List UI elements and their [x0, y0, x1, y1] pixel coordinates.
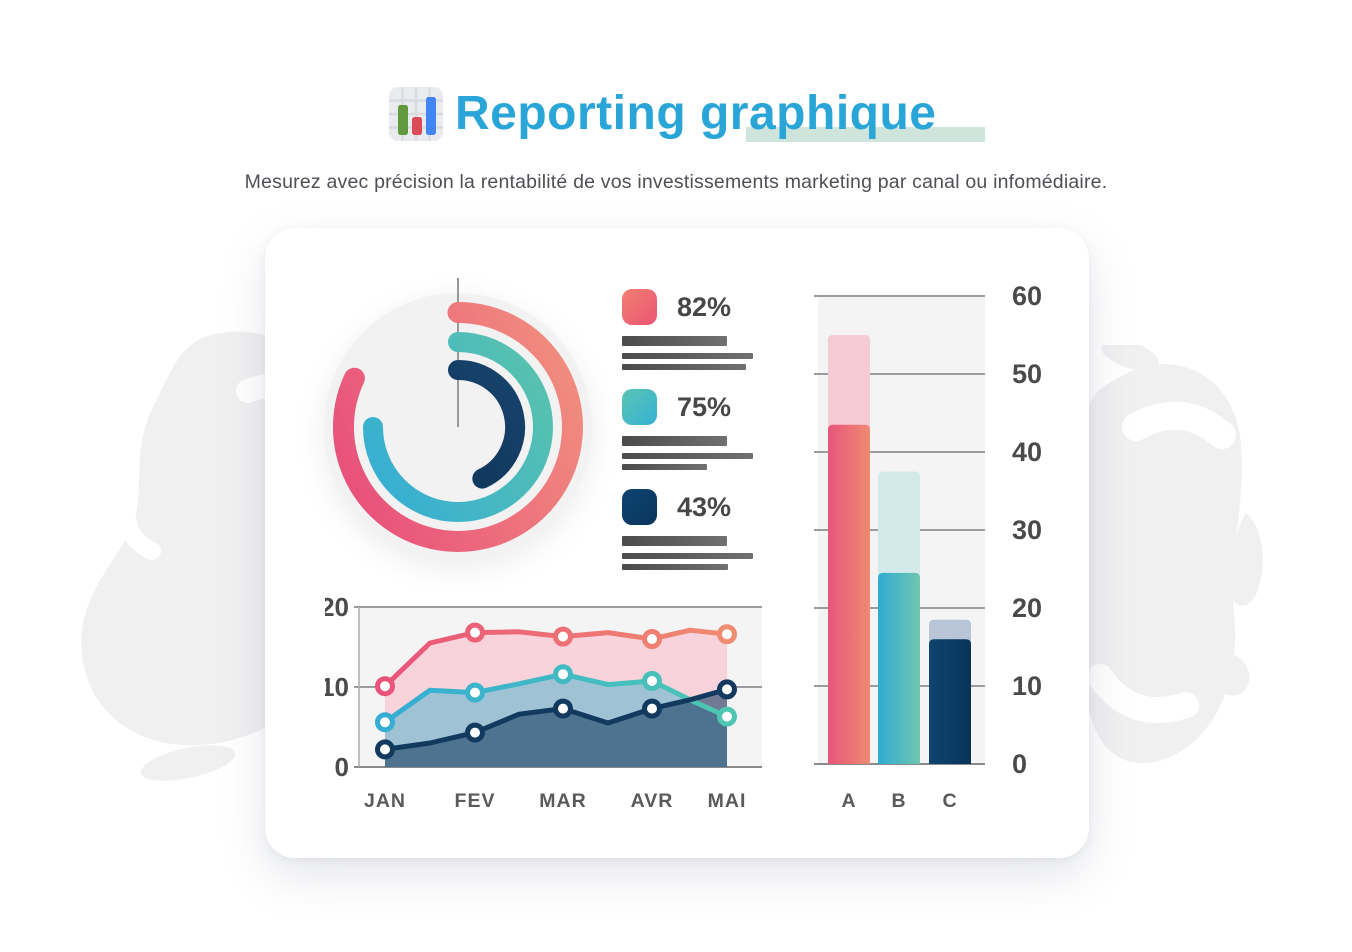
- page-subtitle: Mesurez avec précision la rentabilité de…: [244, 171, 1108, 193]
- decorative-blob-right: [1085, 345, 1263, 764]
- bar-C-value: [929, 639, 971, 764]
- skeleton-line: [622, 564, 728, 570]
- marker-navy-JAN: [375, 739, 395, 760]
- marker-rose-MAI: [717, 624, 737, 645]
- legend-value: 75%: [677, 391, 732, 422]
- donut-ring-82%: [333, 302, 583, 552]
- skeleton-text-lines: [622, 436, 772, 470]
- legend-value: 82%: [677, 291, 732, 322]
- donut-ring-43%: [448, 359, 526, 489]
- bar-B-value: [878, 572, 920, 764]
- legend-swatch-teal: [622, 389, 657, 425]
- svg-text:A: A: [841, 790, 856, 812]
- svg-text:C: C: [942, 790, 957, 812]
- marker-navy-FEV: [465, 722, 485, 743]
- skeleton-line: [622, 353, 753, 359]
- svg-text:0: 0: [335, 752, 349, 782]
- svg-text:0: 0: [1012, 749, 1027, 779]
- marker-teal-JAN: [375, 712, 395, 733]
- marker-rose-AVR: [642, 629, 662, 649]
- marker-teal-MAR: [553, 664, 573, 685]
- marker-rose-MAR: [553, 626, 573, 647]
- marker-teal-MAI: [717, 706, 737, 727]
- skeleton-line: [622, 453, 753, 459]
- skeleton-line: [622, 536, 727, 546]
- skeleton-text-lines: [622, 536, 772, 570]
- category-bar-chart: 0 10 20 30 40 50 60 A B C: [814, 281, 1042, 812]
- radial-progress-chart: [324, 278, 592, 561]
- svg-text:FEV: FEV: [455, 790, 496, 812]
- marker-rose-JAN: [375, 676, 395, 697]
- svg-text:MAI: MAI: [708, 790, 747, 812]
- svg-text:AVR: AVR: [631, 790, 674, 812]
- skeleton-line: [622, 553, 753, 559]
- legend-value: 43%: [677, 491, 732, 522]
- legend-item-43: 43%: [622, 486, 772, 570]
- svg-text:20: 20: [1012, 593, 1042, 623]
- title-highlight: [746, 127, 985, 142]
- skeleton-text-lines: [622, 336, 772, 370]
- skeleton-line: [622, 436, 727, 446]
- svg-text:60: 60: [1012, 281, 1042, 311]
- skeleton-line: [622, 364, 746, 370]
- donut-legend: 82% 75% 43%: [622, 286, 772, 586]
- legend-swatch-navy: [622, 489, 657, 525]
- svg-text:MAR: MAR: [539, 790, 586, 812]
- legend-item-82: 82%: [622, 286, 772, 370]
- marker-rose-FEV: [465, 622, 485, 643]
- bar-A-value: [828, 424, 870, 764]
- monthly-area-chart: 20 10 0 JAN FEV MAR AVR MAI: [325, 592, 762, 812]
- marker-teal-FEV: [465, 682, 485, 703]
- svg-text:10: 10: [325, 672, 349, 702]
- page-title: Reporting graphique: [455, 87, 937, 140]
- marker-teal-AVR: [642, 671, 662, 691]
- marker-navy-AVR: [642, 698, 662, 719]
- svg-text:10: 10: [1012, 671, 1042, 701]
- charts-card: 82% 75% 43% 20 10 0 JAN FEV MAR AVR MAI 0 10: [265, 228, 1089, 858]
- legend-item-75: 75%: [622, 386, 772, 470]
- marker-navy-MAR: [553, 698, 573, 719]
- svg-text:20: 20: [325, 592, 349, 622]
- svg-text:B: B: [891, 790, 906, 812]
- skeleton-line: [622, 336, 727, 346]
- skeleton-line: [622, 464, 707, 470]
- legend-swatch-rose: [622, 289, 657, 325]
- bar-chart-icon: [389, 87, 443, 141]
- area-fill-navy: [385, 689, 727, 767]
- svg-text:50: 50: [1012, 359, 1042, 389]
- donut-ring-75%: [363, 332, 553, 522]
- svg-text:30: 30: [1012, 515, 1042, 545]
- svg-text:40: 40: [1012, 437, 1042, 467]
- marker-navy-MAI: [717, 679, 737, 700]
- svg-text:JAN: JAN: [364, 790, 406, 812]
